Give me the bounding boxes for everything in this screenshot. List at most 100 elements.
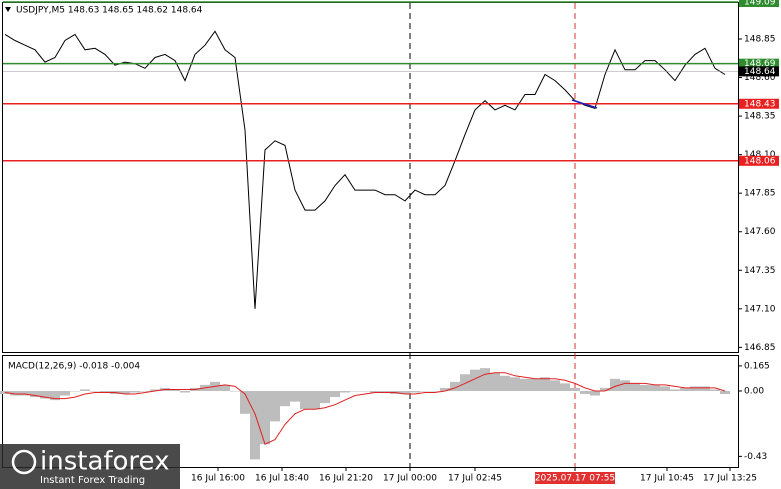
- histogram-bar: [270, 390, 280, 422]
- histogram-bar: [700, 386, 710, 391]
- histogram-bar: [410, 390, 420, 393]
- histogram-bar: [100, 390, 110, 393]
- x-tick-label: 17 Jul 00:00: [383, 474, 437, 484]
- price-label: 148.06: [744, 156, 776, 166]
- histogram-bar: [320, 390, 330, 404]
- y-tick-label: 147.10: [744, 304, 776, 314]
- watermark-logo: [11, 449, 37, 475]
- histogram-bar: [520, 378, 530, 391]
- y-tick-label: -0.43: [744, 452, 767, 462]
- histogram-bar: [660, 386, 670, 391]
- histogram-bar: [610, 378, 620, 391]
- histogram-bar: [70, 390, 80, 392]
- histogram-bar: [300, 390, 310, 410]
- x-tick-label: 17 Jul 02:45: [448, 474, 502, 484]
- histogram-bar: [590, 390, 600, 396]
- histogram-bar: [560, 383, 570, 391]
- histogram-bar: [250, 390, 260, 460]
- x-tick-label: 17 Jul 10:45: [640, 474, 694, 484]
- histogram-bar: [310, 390, 320, 410]
- histogram-bar: [130, 390, 140, 393]
- price-line: [4, 30, 726, 309]
- histogram-bar: [620, 380, 630, 391]
- x-tick-label: 16 Jul 18:40: [255, 474, 309, 484]
- histogram-bar: [150, 389, 160, 391]
- histogram-bar: [220, 384, 230, 391]
- price-label: 148.43: [744, 99, 776, 109]
- histogram-bar: [640, 384, 650, 391]
- histogram-bar: [380, 390, 390, 393]
- histogram-bar: [510, 377, 520, 391]
- price-label-box: [739, 66, 779, 77]
- histogram-bar: [710, 389, 720, 391]
- y-tick-label: 148.10: [744, 150, 776, 160]
- histogram-bar: [40, 390, 50, 399]
- histogram-bar: [670, 389, 680, 391]
- histogram-bar: [540, 377, 550, 391]
- histogram-bar: [290, 390, 300, 402]
- price-label-box: [739, 98, 779, 109]
- y-tick-label: 148.35: [744, 112, 776, 122]
- histogram-bar: [30, 390, 40, 398]
- cursor-label-box: [535, 472, 615, 484]
- y-tick-label: 147.35: [744, 266, 776, 276]
- x-tick-label: 16 Jul 21:20: [319, 474, 373, 484]
- histogram-bar: [230, 390, 240, 392]
- histogram-bar: [720, 390, 730, 395]
- histogram-bar: [680, 387, 690, 391]
- histogram-bar: [90, 390, 100, 392]
- histogram-bar: [340, 390, 350, 393]
- histogram-bar: [360, 390, 370, 392]
- histogram-bar: [80, 389, 90, 391]
- trade-line: [571, 99, 598, 109]
- macd-title: MACD(12,26,9) -0.018 -0.004: [8, 362, 140, 372]
- histogram-bar: [260, 390, 270, 445]
- histogram-bar: [180, 390, 190, 393]
- price-label: 149.09: [744, 0, 776, 8]
- signal-line: [4, 372, 726, 445]
- histogram-bar: [570, 387, 580, 391]
- histogram-bar: [120, 390, 130, 395]
- histogram-bar: [240, 390, 250, 414]
- histogram-bar: [140, 390, 150, 392]
- histogram-bar: [550, 380, 560, 391]
- x-tick-label: 2025.07.17 07:55: [535, 474, 615, 484]
- macd-frame: [2, 355, 739, 468]
- histogram-bar: [450, 381, 460, 391]
- histogram-bar: [690, 386, 700, 391]
- y-tick-label: 0.00: [744, 386, 764, 396]
- histogram-bar: [600, 387, 610, 391]
- histogram-bar: [470, 369, 480, 391]
- histogram-bar: [0, 390, 10, 395]
- y-tick-label: 148.60: [744, 73, 776, 83]
- histogram-bar: [420, 390, 430, 392]
- histogram-bar: [370, 390, 380, 393]
- histogram-bar: [280, 390, 290, 407]
- histogram-bar: [330, 390, 340, 398]
- histogram-bar: [500, 375, 510, 391]
- histogram-bar: [10, 390, 20, 396]
- histogram-bar: [580, 390, 590, 395]
- histogram-bar: [60, 390, 70, 396]
- y-tick-label: 146.85: [744, 343, 776, 353]
- histogram-bar: [400, 390, 410, 395]
- price-label: 148.69: [744, 59, 776, 69]
- price-label-box: [739, 0, 779, 7]
- histogram-bar: [650, 384, 660, 391]
- symbol-arrow: [5, 7, 11, 12]
- histogram-bar: [20, 390, 30, 396]
- price-label-box: [739, 58, 779, 69]
- histogram-bar: [630, 383, 640, 391]
- histogram-bar: [490, 372, 500, 391]
- x-tick-label: 16 Jul 16:00: [191, 474, 245, 484]
- watermark-tagline: Instant Forex Trading: [40, 475, 145, 486]
- histogram-bar: [50, 390, 60, 401]
- price-label-box: [739, 155, 779, 166]
- x-tick-label: 17 Jul 13:25: [703, 474, 757, 484]
- histogram-bar: [430, 390, 440, 392]
- histogram-bar: [350, 390, 360, 392]
- watermark-brand: instaforex: [40, 447, 169, 477]
- histogram-bar: [530, 378, 540, 391]
